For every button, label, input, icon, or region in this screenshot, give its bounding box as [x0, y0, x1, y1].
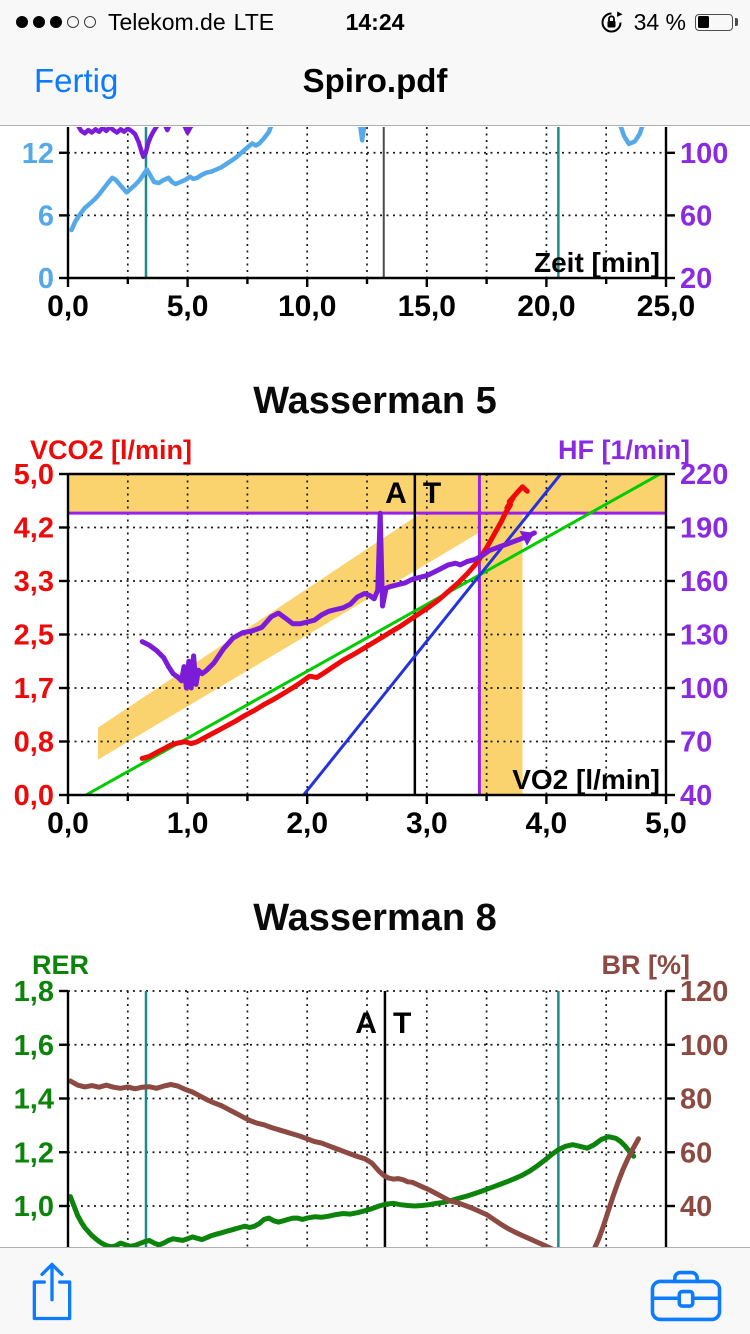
share-icon [32, 1262, 72, 1321]
x-axis-caption: VO2 [l/min] [512, 764, 660, 795]
left-tick-label: 0,8 [14, 727, 54, 759]
right-tick-label: 220 [680, 459, 728, 491]
status-right: 34 % [598, 0, 738, 44]
right-tick-label: 190 [680, 513, 728, 545]
left-tick-label: 4,2 [14, 512, 54, 544]
battery-icon [695, 13, 733, 31]
x-tick-label: 15,0 [398, 290, 456, 323]
left-tick-label: 3,3 [14, 566, 54, 598]
left-tick-label: 5,0 [14, 459, 54, 491]
x-tick-label: 4,0 [526, 807, 568, 840]
signal-dot [33, 16, 45, 28]
x-tick-label: 0,0 [47, 290, 89, 323]
clock: 14:24 [345, 8, 405, 35]
x-tick-label: 25,0 [637, 290, 695, 323]
w8-right-axis-title: BR [%] [601, 950, 691, 980]
x-tick-label: 5,0 [167, 290, 209, 323]
charts-canvas: 0 6 12 20 60 100 0,0 5,0 10,0 15,0 20,0 25,0 Zeit [m… [14, 127, 729, 1247]
signal-dot [84, 16, 96, 28]
right-tick-label: 40 [680, 780, 712, 812]
header: Telekom.de LTE 14:24 34 % Fertig Spiro. [0, 0, 750, 126]
ventilation-seg2-series [358, 127, 367, 143]
heartrate-top-seg2-series [163, 127, 172, 133]
battery-nub [735, 18, 738, 26]
right-tick-label: 100 [680, 138, 728, 170]
w5-right-axis-title: HF [1/min] [558, 435, 690, 465]
heartrate-top-series [76, 127, 159, 159]
status-left: Telekom.de LTE [16, 0, 274, 44]
w8-left-axis-title: RER [32, 950, 90, 980]
chart-wasserman5: A T0,00,81,72,53,34,25,040701001301601902… [14, 459, 729, 840]
ventilation-series [69, 127, 274, 233]
w5-left-axis-title: VCO2 [l/min] [30, 435, 193, 465]
left-tick-label: 1,4 [14, 1084, 54, 1116]
right-tick-label: 100 [680, 1030, 728, 1062]
nav-bar: Fertig Spiro.pdf [0, 44, 750, 126]
left-tick-label: 0,0 [14, 780, 54, 812]
right-tick-label: 130 [680, 620, 728, 652]
carrier-label: Telekom.de [108, 8, 226, 35]
signal-dot [67, 16, 79, 28]
chart-title-wasserman8: Wasserman 8 [253, 897, 497, 939]
slope-reference-line [302, 474, 562, 795]
ventilation-seg3-series [618, 127, 645, 147]
left-tick-label: 1,7 [14, 673, 54, 705]
hf-series [139, 510, 537, 691]
x-tick-label: 0,0 [47, 807, 89, 840]
br-series [68, 1078, 641, 1247]
right-tick-label: 60 [680, 1137, 712, 1169]
x-tick-label: 20,0 [517, 290, 575, 323]
x-tick-label: 1,0 [167, 807, 209, 840]
orientation-lock-icon [601, 10, 623, 32]
x-axis-caption: Zeit [min] [534, 247, 660, 278]
x-tick-label: 3,0 [406, 807, 448, 840]
x-tick-label: 2,0 [286, 807, 328, 840]
at-label-t: T [423, 477, 441, 510]
left-tick-label: 1,6 [14, 1030, 54, 1062]
battery-percent: 34 % [633, 8, 686, 35]
signal-strength-icon [16, 16, 96, 28]
vco2-series [139, 484, 530, 761]
left-tick-label: 1,8 [14, 976, 54, 1008]
right-tick-label: 20 [680, 263, 712, 295]
right-tick-label: 160 [680, 566, 728, 598]
hf-arrowhead [519, 530, 535, 546]
left-tick-label: 12 [22, 138, 54, 170]
at-label-a: A [355, 1007, 377, 1040]
done-button[interactable]: Fertig [34, 62, 119, 99]
band [480, 513, 523, 795]
left-tick-label: 2,5 [14, 620, 54, 652]
rer-series [68, 1134, 637, 1247]
share-button[interactable] [24, 1260, 80, 1324]
left-tick-label: 6 [38, 200, 54, 232]
right-tick-label: 40 [680, 1191, 712, 1223]
right-tick-label: 120 [680, 976, 728, 1008]
band [97, 513, 481, 760]
x-tick-label: 10,0 [278, 290, 336, 323]
at-label-a: A [385, 477, 407, 510]
bottom-toolbar [0, 1247, 750, 1334]
right-tick-label: 80 [680, 1084, 712, 1116]
chart-wasserman8: A T 1,0 1,2 1,4 1,6 1,8 40 60 80 100 120 [14, 976, 728, 1247]
pdf-content[interactable]: 0 6 12 20 60 100 0,0 5,0 10,0 15,0 20,0 25,0 Zeit [m… [0, 127, 750, 1247]
heartrate-top-seg3-series [182, 127, 194, 135]
chart-zeit-trend: 0 6 12 20 60 100 0,0 5,0 10,0 15,0 20,0 25,0 Zeit [m… [22, 127, 728, 323]
status-bar: Telekom.de LTE 14:24 34 % [0, 0, 750, 44]
left-tick-label: 1,0 [14, 1191, 54, 1223]
signal-dot [16, 16, 28, 28]
network-type-label: LTE [233, 8, 275, 35]
right-tick-label: 70 [680, 727, 712, 759]
left-tick-label: 0 [38, 263, 54, 295]
right-tick-label: 60 [680, 200, 712, 232]
chart-title-wasserman5: Wasserman 5 [253, 380, 497, 422]
right-tick-label: 100 [680, 673, 728, 705]
toolbox-button[interactable] [648, 1268, 724, 1324]
signal-dot [50, 16, 62, 28]
at-label-t: T [393, 1007, 411, 1040]
x-tick-label: 5,0 [645, 807, 687, 840]
left-tick-label: 1,2 [14, 1137, 54, 1169]
document-title: Spiro.pdf [302, 62, 448, 99]
toolbox-icon [650, 1270, 722, 1322]
